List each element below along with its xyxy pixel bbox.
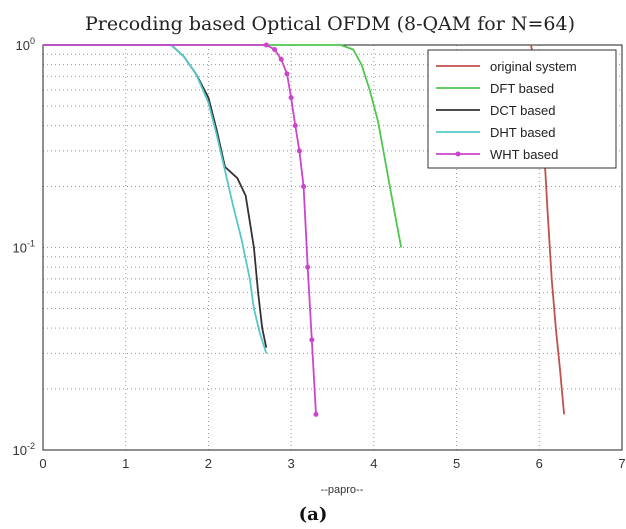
legend-label: original system xyxy=(490,59,577,74)
x-tick-label: 6 xyxy=(536,456,543,471)
series-marker xyxy=(288,95,294,101)
legend-marker xyxy=(455,151,461,157)
series-line xyxy=(43,44,317,415)
series-line xyxy=(43,44,268,354)
series-marker xyxy=(292,123,298,129)
series-line xyxy=(43,44,268,348)
x-tick-label: 5 xyxy=(453,456,460,471)
series-marker xyxy=(278,56,284,62)
y-tick-label: 10-1 xyxy=(13,239,35,256)
x-tick-label: 3 xyxy=(288,456,295,471)
series-marker xyxy=(284,71,290,77)
legend-label: WHT based xyxy=(490,147,558,162)
series-marker xyxy=(263,42,269,48)
x-tick-label: 1 xyxy=(122,456,129,471)
series-marker xyxy=(272,47,278,53)
x-tick-label: 7 xyxy=(618,456,625,471)
series-marker xyxy=(301,184,307,190)
y-tick-label: 100 xyxy=(16,36,35,53)
series-layer xyxy=(43,42,565,417)
x-tick-label: 2 xyxy=(205,456,212,471)
legend: original system DFT based DCT based DHT bas… xyxy=(427,49,617,169)
series-marker xyxy=(296,148,302,154)
series-marker xyxy=(313,411,319,417)
y-tick-label: 10-2 xyxy=(13,441,35,458)
grid xyxy=(43,45,622,450)
legend-label: DFT based xyxy=(490,81,554,96)
chart-title: Precoding based Optical OFDM (8-QAM for … xyxy=(85,13,575,35)
y-tick-exponent: -2 xyxy=(27,441,35,451)
y-tick-exponent: -1 xyxy=(27,239,35,249)
x-axis-label: --papro-- xyxy=(321,484,364,496)
x-tick-label: 0 xyxy=(39,456,46,471)
legend-box xyxy=(427,49,617,169)
legend-label: DCT based xyxy=(490,103,556,118)
series-line xyxy=(43,44,403,248)
series-marker xyxy=(305,264,311,270)
y-tick-exponent: 0 xyxy=(30,36,35,46)
figure-caption: (a) xyxy=(299,504,328,525)
x-tick-label: 4 xyxy=(370,456,377,471)
legend-label: DHT based xyxy=(490,125,556,140)
series-marker xyxy=(309,337,315,343)
